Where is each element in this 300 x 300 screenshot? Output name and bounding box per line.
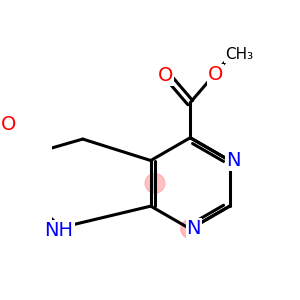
Text: O: O [1, 115, 16, 134]
Text: CH₃: CH₃ [225, 47, 253, 62]
Text: N: N [226, 151, 241, 170]
Circle shape [145, 173, 165, 193]
Circle shape [181, 220, 200, 238]
Text: N: N [187, 219, 201, 238]
Text: O: O [208, 65, 223, 84]
Text: NH: NH [45, 221, 74, 240]
Text: O: O [158, 66, 173, 85]
